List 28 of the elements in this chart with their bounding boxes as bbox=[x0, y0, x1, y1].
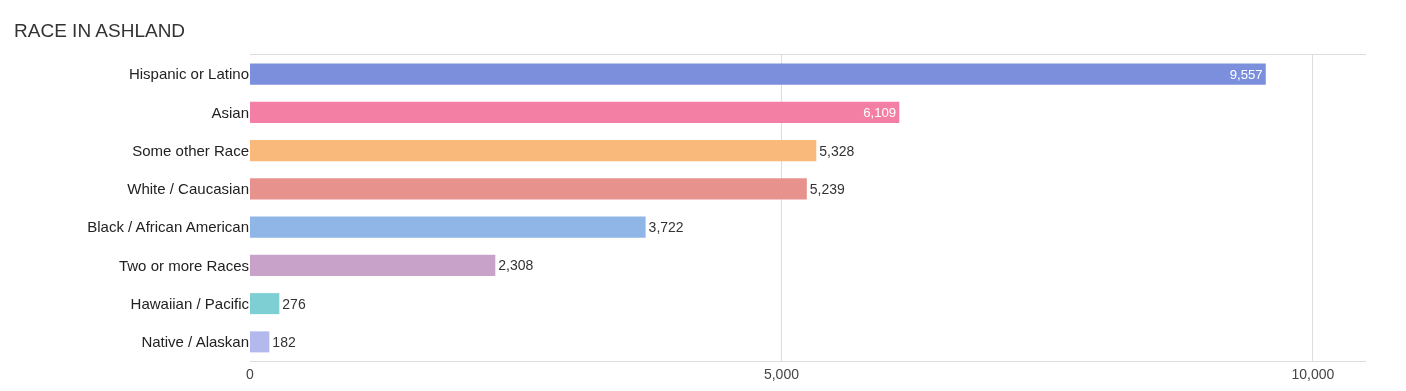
y-tick-label: Native / Alaskan bbox=[141, 333, 249, 351]
bar bbox=[250, 140, 817, 162]
y-tick-label: Two or more Races bbox=[118, 256, 249, 274]
data-label: 2,308 bbox=[498, 257, 534, 274]
y-tick-label: Asian bbox=[211, 103, 249, 121]
data-label: 5,328 bbox=[819, 142, 855, 159]
chart-title: RACE IN ASHLAND bbox=[14, 19, 186, 41]
y-tick-label: Black / African American bbox=[87, 218, 249, 236]
data-label: 5,239 bbox=[809, 180, 846, 197]
bar bbox=[250, 178, 807, 200]
bar bbox=[250, 293, 280, 315]
x-tick-label: 10,000 bbox=[1291, 365, 1335, 382]
y-tick-label: Hispanic or Latino bbox=[128, 65, 249, 83]
bar bbox=[250, 101, 900, 123]
y-tick-label: White / Caucasian bbox=[127, 180, 249, 198]
y-tick-label: Hawaiian / Pacific bbox=[130, 294, 250, 312]
data-label: 276 bbox=[282, 295, 306, 312]
bar bbox=[250, 216, 646, 238]
x-tick-label: 0 bbox=[246, 365, 255, 382]
data-label: 3,722 bbox=[648, 219, 684, 236]
data-label: 6,109 bbox=[863, 105, 897, 121]
bar bbox=[250, 63, 1266, 85]
x-tick-label: 5,000 bbox=[763, 365, 800, 382]
data-label: 9,557 bbox=[1229, 66, 1263, 82]
y-tick-label: Some other Race bbox=[132, 141, 249, 159]
data-label: 182 bbox=[272, 333, 296, 350]
bar bbox=[250, 331, 270, 353]
bar bbox=[250, 254, 496, 276]
